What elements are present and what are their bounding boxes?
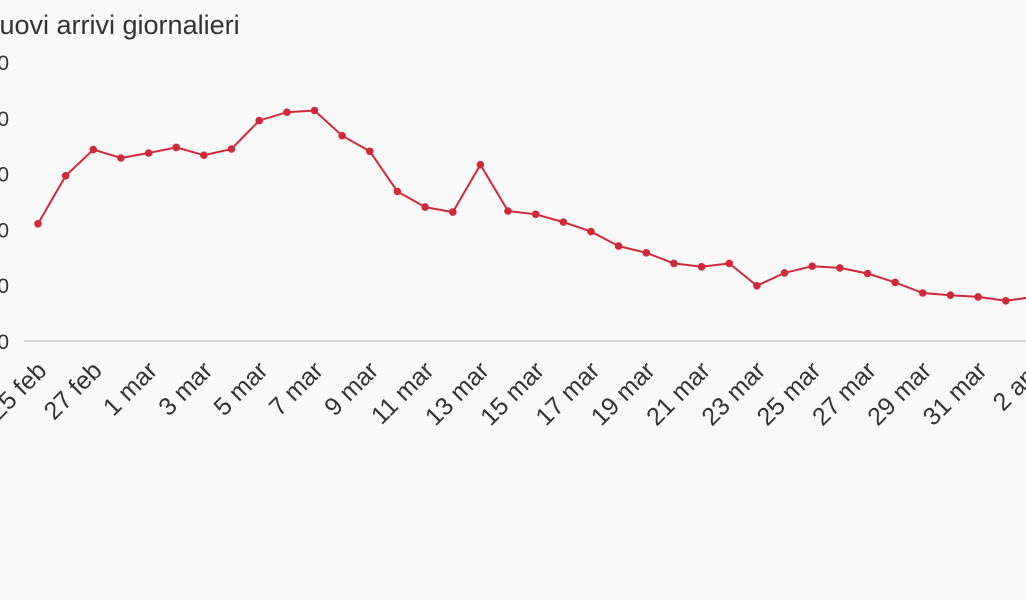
data-point — [34, 220, 42, 228]
data-point — [836, 264, 844, 272]
data-point — [421, 203, 429, 211]
data-point — [338, 131, 346, 140]
y-tick-label: 0 — [0, 331, 9, 354]
x-tick-label: 1 mar — [98, 356, 163, 421]
x-tick-label: 27 feb — [39, 356, 108, 425]
series-line — [37, 109, 1026, 302]
data-point — [725, 259, 734, 268]
data-point — [697, 263, 706, 271]
x-tick-label: 3 mar — [153, 356, 218, 421]
data-point — [531, 210, 540, 219]
x-tick-label: 31 mar — [918, 356, 993, 431]
data-point — [863, 269, 872, 278]
x-tick-label: 5 mar — [208, 356, 273, 421]
data-point — [919, 289, 927, 297]
data-point — [144, 149, 153, 157]
data-point — [946, 291, 955, 300]
data-point — [642, 249, 651, 257]
data-point — [172, 143, 181, 152]
y-tick-label: 50 — [0, 52, 9, 75]
data-point — [310, 106, 319, 115]
data-point — [670, 259, 678, 268]
data-point — [476, 160, 485, 169]
data-point — [449, 208, 457, 216]
data-point — [974, 293, 982, 301]
y-tick-label: 30 — [0, 164, 9, 187]
y-tick-label: 20 — [0, 219, 9, 242]
x-tick-label: 25 feb — [0, 356, 52, 425]
data-point — [283, 108, 291, 116]
data-point — [753, 282, 761, 290]
data-point — [587, 227, 595, 236]
data-point — [780, 269, 789, 277]
chart-title: Nuovi arrivi giornalieri — [0, 10, 240, 40]
data-point — [366, 147, 374, 156]
data-point — [559, 218, 568, 226]
data-point — [891, 278, 899, 287]
data-point — [1002, 297, 1010, 305]
data-point — [61, 172, 70, 180]
y-tick-label: 10 — [0, 275, 9, 298]
x-tick-label: 7 mar — [264, 356, 329, 421]
y-tick-label: 40 — [0, 108, 9, 131]
data-point — [117, 154, 125, 162]
data-point — [808, 262, 816, 271]
data-point — [504, 207, 512, 215]
data-point — [89, 145, 98, 154]
data-point — [393, 187, 402, 196]
data-point — [255, 116, 263, 125]
data-point — [200, 151, 208, 159]
data-point — [227, 145, 236, 153]
data-point — [614, 242, 623, 250]
x-tick-label: 2 apr — [988, 356, 1026, 416]
